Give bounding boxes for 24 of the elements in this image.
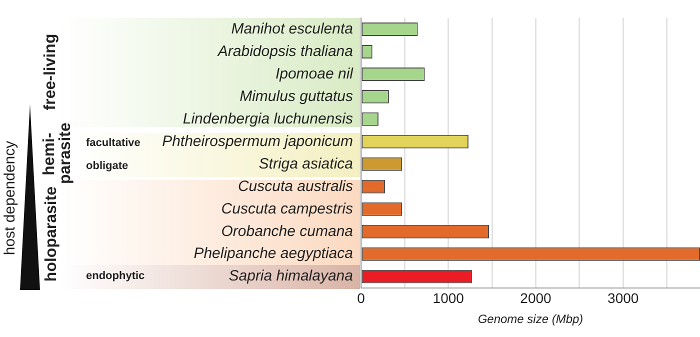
y-tick-label: Lindenbergia luchunensis — [182, 110, 354, 128]
y-tick-label: Ipomoae nil — [275, 65, 354, 82]
x-tick-label: 0 — [357, 290, 366, 306]
y-tick-label: Arabidopsis thaliana — [216, 42, 353, 60]
text: host dependency — [2, 140, 18, 256]
y-tick-label: Sapria himalayana — [228, 268, 353, 285]
y-tick-label: Orobanche cumana — [221, 222, 353, 240]
y-tick-label: Cuscuta australis — [238, 178, 354, 195]
text: free-living — [42, 34, 60, 110]
y-tick-label: Mimulus guttatus — [240, 88, 354, 105]
y-tick-label: Cuscuta campestris — [221, 200, 354, 218]
text: hemi-parasite — [41, 122, 74, 184]
x-tick-label: 3000 — [608, 290, 639, 306]
text: endophytic — [86, 270, 145, 282]
x-axis-title: Genome size (Mbp) — [478, 312, 584, 326]
x-tick-label: 1000 — [432, 290, 464, 306]
y-tick-label: Striga asiatica — [258, 155, 353, 172]
text: facultative — [86, 137, 140, 149]
x-tick-label: 2000 — [520, 290, 552, 306]
y-tick-label: Phtheirospermum japonicum — [162, 132, 353, 150]
text: holoparasite — [43, 186, 61, 282]
y-tick-label: Phelipanche aegyptiaca — [194, 245, 353, 262]
text: obligate — [86, 160, 128, 172]
y-tick-label: Manihot esculenta — [231, 20, 353, 38]
